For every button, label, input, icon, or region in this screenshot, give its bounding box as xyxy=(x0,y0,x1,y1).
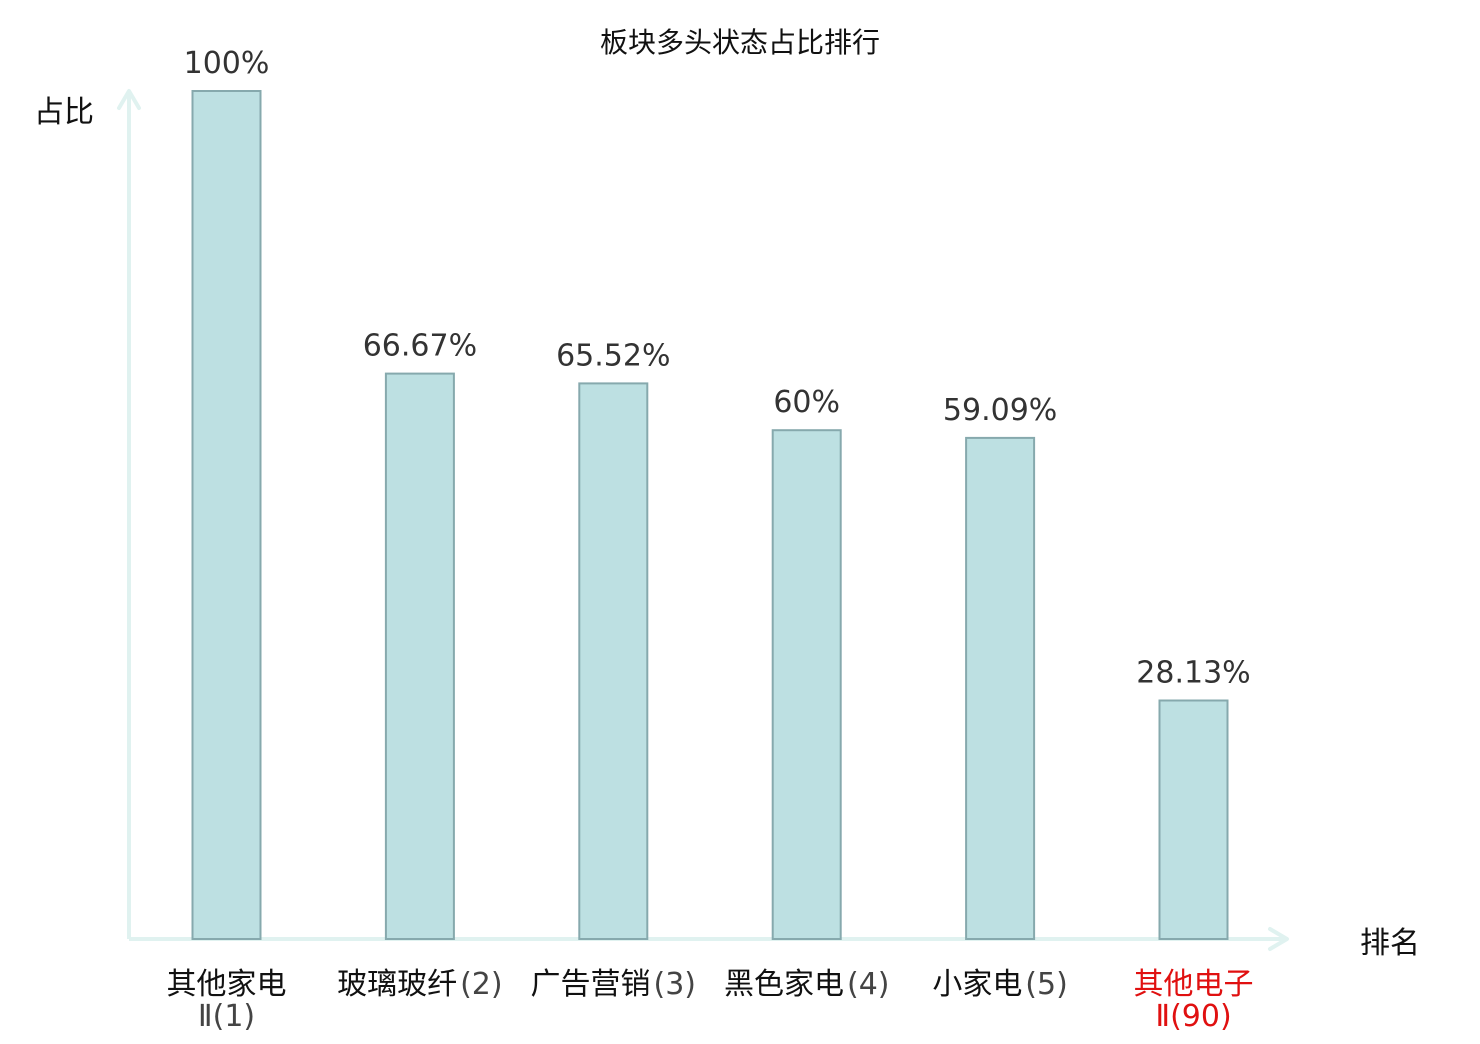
category-name: 黑色家电 xyxy=(724,967,844,1002)
value-label: 100% xyxy=(184,46,270,81)
bar xyxy=(578,382,649,940)
chart-title: 板块多头状态占比排行 xyxy=(600,26,880,59)
bars xyxy=(191,90,1229,941)
axes xyxy=(117,89,1289,951)
bar xyxy=(191,90,262,940)
category-label: 玻璃玻纤 (2) xyxy=(337,967,503,1002)
category-name: 其他电子 xyxy=(1134,967,1254,1002)
category-name: 其他家电 xyxy=(167,967,287,1002)
bar xyxy=(965,436,1036,940)
x-axis-arrow-icon xyxy=(1268,927,1289,951)
category-rank: (3) xyxy=(654,967,697,1002)
value-label: 60% xyxy=(773,385,840,420)
bar xyxy=(771,429,842,940)
value-labels: 100% 66.67% 65.52% 60% 59.09% 28.13% xyxy=(184,46,1251,691)
bar xyxy=(384,372,455,941)
category-name: 小家电 xyxy=(932,967,1022,1002)
value-label: 65.52% xyxy=(556,338,670,373)
category-name: 玻璃玻纤 xyxy=(337,967,457,1002)
category-rank: (4) xyxy=(847,967,890,1002)
category-label: 广告营销 (3) xyxy=(531,967,697,1002)
y-axis-label: 占比 xyxy=(34,95,94,130)
category-rank: Ⅱ(90) xyxy=(1155,999,1231,1034)
x-axis-label: 排名 xyxy=(1360,926,1420,961)
category-rank: Ⅱ(1) xyxy=(198,999,255,1034)
value-label: 66.67% xyxy=(363,329,477,364)
value-label: 59.09% xyxy=(943,393,1057,428)
category-rank: (5) xyxy=(1025,967,1068,1002)
y-axis-arrow-icon xyxy=(117,89,141,110)
category-label: 黑色家电 (4) xyxy=(724,967,890,1002)
category-label: 小家电 (5) xyxy=(932,967,1067,1002)
bar xyxy=(1158,699,1229,940)
category-name: 广告营销 xyxy=(531,967,651,1002)
category-rank: (2) xyxy=(460,967,503,1002)
value-label: 28.13% xyxy=(1136,656,1250,691)
